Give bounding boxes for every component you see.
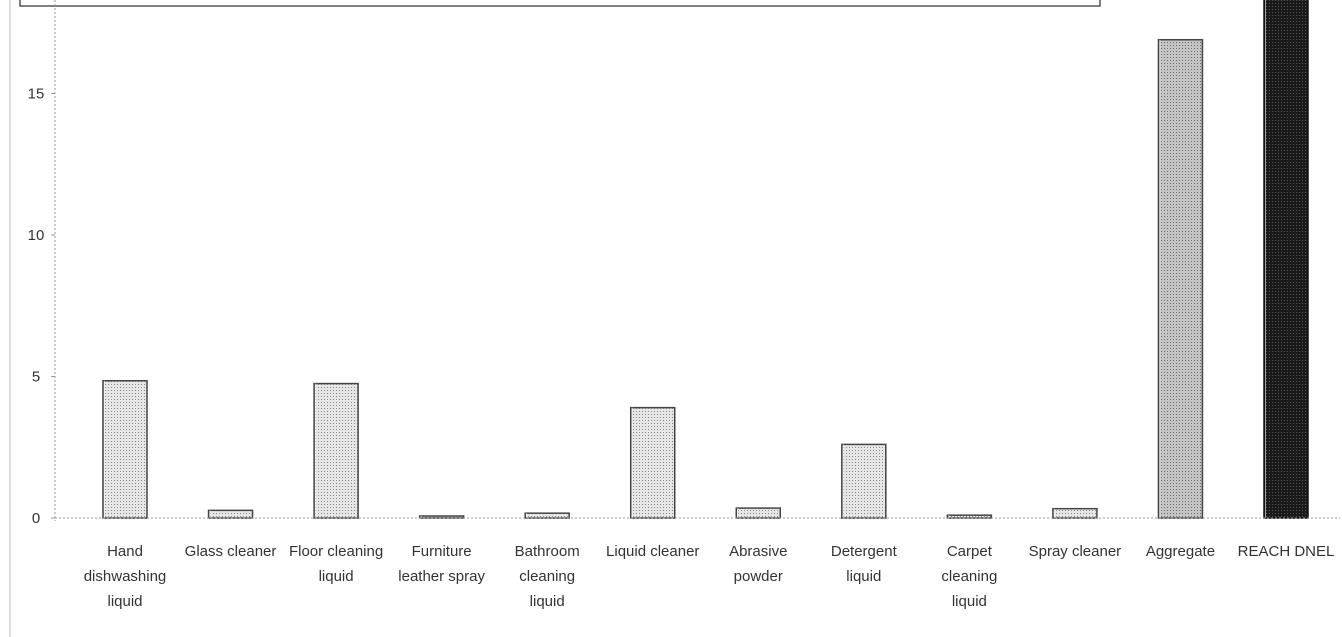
bar: [735, 507, 782, 519]
y-tick-label: 15: [28, 86, 45, 103]
x-tick-label: Spray cleaner: [1029, 543, 1122, 560]
x-tick-label: Furniture leather spray: [398, 543, 485, 585]
bar: [207, 509, 254, 519]
bar: [1263, 0, 1309, 519]
bar: [524, 512, 570, 519]
x-tick-label: Aggregate: [1146, 543, 1215, 560]
x-tick-label: Abrasive powder: [729, 543, 787, 585]
x-tick-label: Liquid cleaner: [606, 543, 699, 560]
bar: [1157, 38, 1204, 519]
legend-box-edge: [19, 0, 1101, 7]
x-tick-label: Carpet cleaning liquid: [941, 543, 997, 610]
bar: [1052, 507, 1098, 519]
y-axis: 0 5 10 15: [9, 0, 56, 637]
x-axis-labels: Hand dishwashing liquid Glass cleaner Floor …: [84, 543, 1335, 610]
x-tick-label: Detergent liquid: [831, 543, 898, 585]
bars: [102, 0, 1309, 519]
bar: [629, 406, 676, 519]
x-tick-label: REACH DNEL: [1238, 543, 1335, 560]
x-tick-label: Glass cleaner: [185, 543, 277, 560]
x-tick-label: Floor cleaning liquid: [289, 543, 383, 585]
bar: [102, 379, 148, 519]
bar: [313, 382, 359, 519]
x-tick-label: Bathroom cleaning liquid: [515, 543, 580, 610]
bar: [418, 515, 465, 519]
x-tick-label: Hand dishwashing liquid: [84, 543, 167, 610]
y-tick-label: 0: [32, 510, 40, 527]
y-tick-label: 10: [28, 227, 45, 244]
bar: [841, 443, 887, 519]
y-tick-label: 5: [32, 369, 40, 386]
bar: [946, 514, 993, 519]
